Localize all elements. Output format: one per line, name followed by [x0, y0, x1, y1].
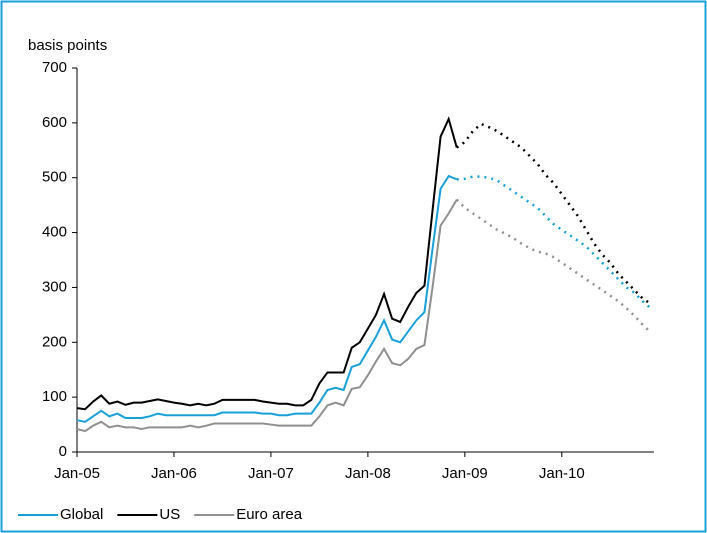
x-tick-label: Jan-07	[248, 465, 294, 482]
x-tick-label: Jan-09	[442, 465, 488, 482]
y-tick-label: 100	[42, 388, 67, 405]
x-tick-label: Jan-05	[54, 465, 100, 482]
y-axis-label: basis points	[28, 37, 107, 54]
forecast-line	[456, 122, 652, 305]
y-tick-label: 0	[59, 443, 67, 460]
y-tick-label: 300	[42, 278, 67, 295]
y-tick-label: 600	[42, 114, 67, 131]
y-tick-label: 500	[42, 169, 67, 186]
x-tick-label: Jan-06	[151, 465, 197, 482]
y-tick-label: 700	[42, 59, 67, 76]
x-tick-label: Jan-10	[539, 465, 585, 482]
legend-label: Euro area	[236, 506, 303, 523]
legend-label: US	[159, 506, 180, 523]
y-tick-label: 200	[42, 333, 67, 350]
series-line	[76, 199, 458, 433]
forecast-line	[455, 198, 652, 334]
legend-label: Global	[60, 506, 103, 523]
x-tick-label: Jan-08	[345, 465, 391, 482]
series-line	[76, 174, 458, 423]
y-tick-label: 400	[42, 224, 67, 241]
forecast-line	[456, 175, 652, 310]
series-line	[76, 116, 458, 411]
